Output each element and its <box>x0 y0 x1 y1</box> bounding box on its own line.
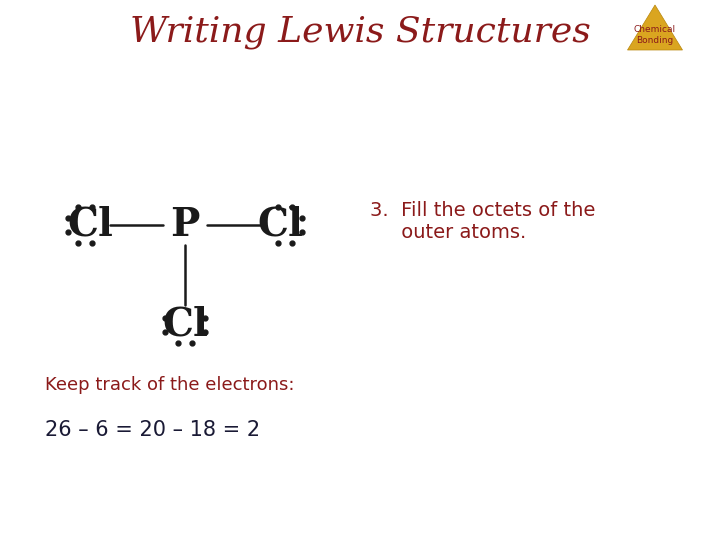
Polygon shape <box>628 5 683 50</box>
Text: Chemical: Chemical <box>634 25 676 34</box>
Text: Writing Lewis Structures: Writing Lewis Structures <box>130 15 590 49</box>
Text: Cl: Cl <box>162 306 208 344</box>
Text: P: P <box>171 206 199 244</box>
Text: outer atoms.: outer atoms. <box>370 222 526 241</box>
Text: Keep track of the electrons:: Keep track of the electrons: <box>45 376 294 394</box>
Text: Cl: Cl <box>67 206 113 244</box>
Text: Bonding: Bonding <box>636 36 674 45</box>
Text: Cl: Cl <box>257 206 303 244</box>
Text: 26 – 6 = 20 – 18 = 2: 26 – 6 = 20 – 18 = 2 <box>45 420 260 440</box>
Text: 3.  Fill the octets of the: 3. Fill the octets of the <box>370 200 595 219</box>
